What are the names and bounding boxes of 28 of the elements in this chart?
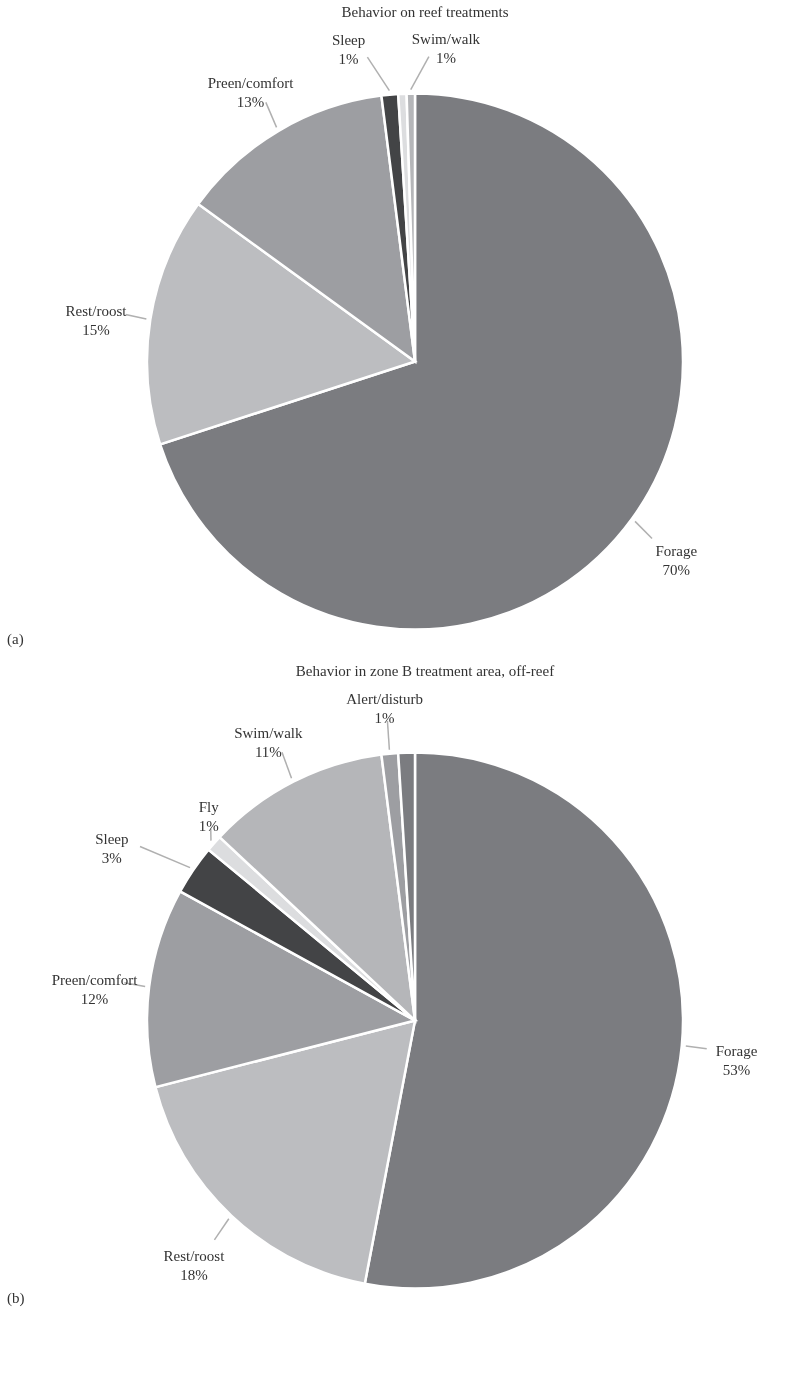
data-label: 11%: [254, 743, 282, 760]
slice-label: Forage: [655, 543, 698, 560]
slice-label: Alert/disturb: [346, 690, 423, 707]
slice-label: Forage: [715, 1042, 758, 1059]
text: (b): [7, 1290, 25, 1307]
data-label: 12%: [80, 991, 109, 1008]
data-label: 70%: [662, 562, 691, 579]
data-label: 3%: [101, 849, 122, 866]
data-label: 53%: [722, 1061, 751, 1078]
chart-title: Behavior on reef treatments: [341, 4, 509, 20]
slice-label: Preen/comfort: [51, 972, 139, 989]
slice-label: Swim/walk: [234, 724, 304, 741]
data-label: 1%: [374, 709, 395, 726]
slice-label: Fly: [198, 798, 220, 815]
data-label: 15%: [82, 321, 110, 338]
data-label: 1%: [338, 50, 359, 67]
text: (a): [7, 631, 24, 648]
slice-label: Preen/comfort: [207, 75, 295, 92]
slice-label: Rest/roost: [65, 302, 128, 319]
data-label: 13%: [236, 94, 265, 111]
slice-label: Swim/walk: [411, 30, 481, 47]
data-label: 1%: [435, 49, 456, 66]
data-label: 18%: [180, 1266, 208, 1283]
slice-label: Sleep: [331, 31, 366, 48]
data-label: 1%: [198, 817, 219, 834]
slice-label: Rest/roost: [163, 1247, 226, 1264]
chart-title: Behavior in zone B treatment area, off-reef: [295, 663, 555, 679]
slice-label: Sleep: [95, 830, 129, 847]
